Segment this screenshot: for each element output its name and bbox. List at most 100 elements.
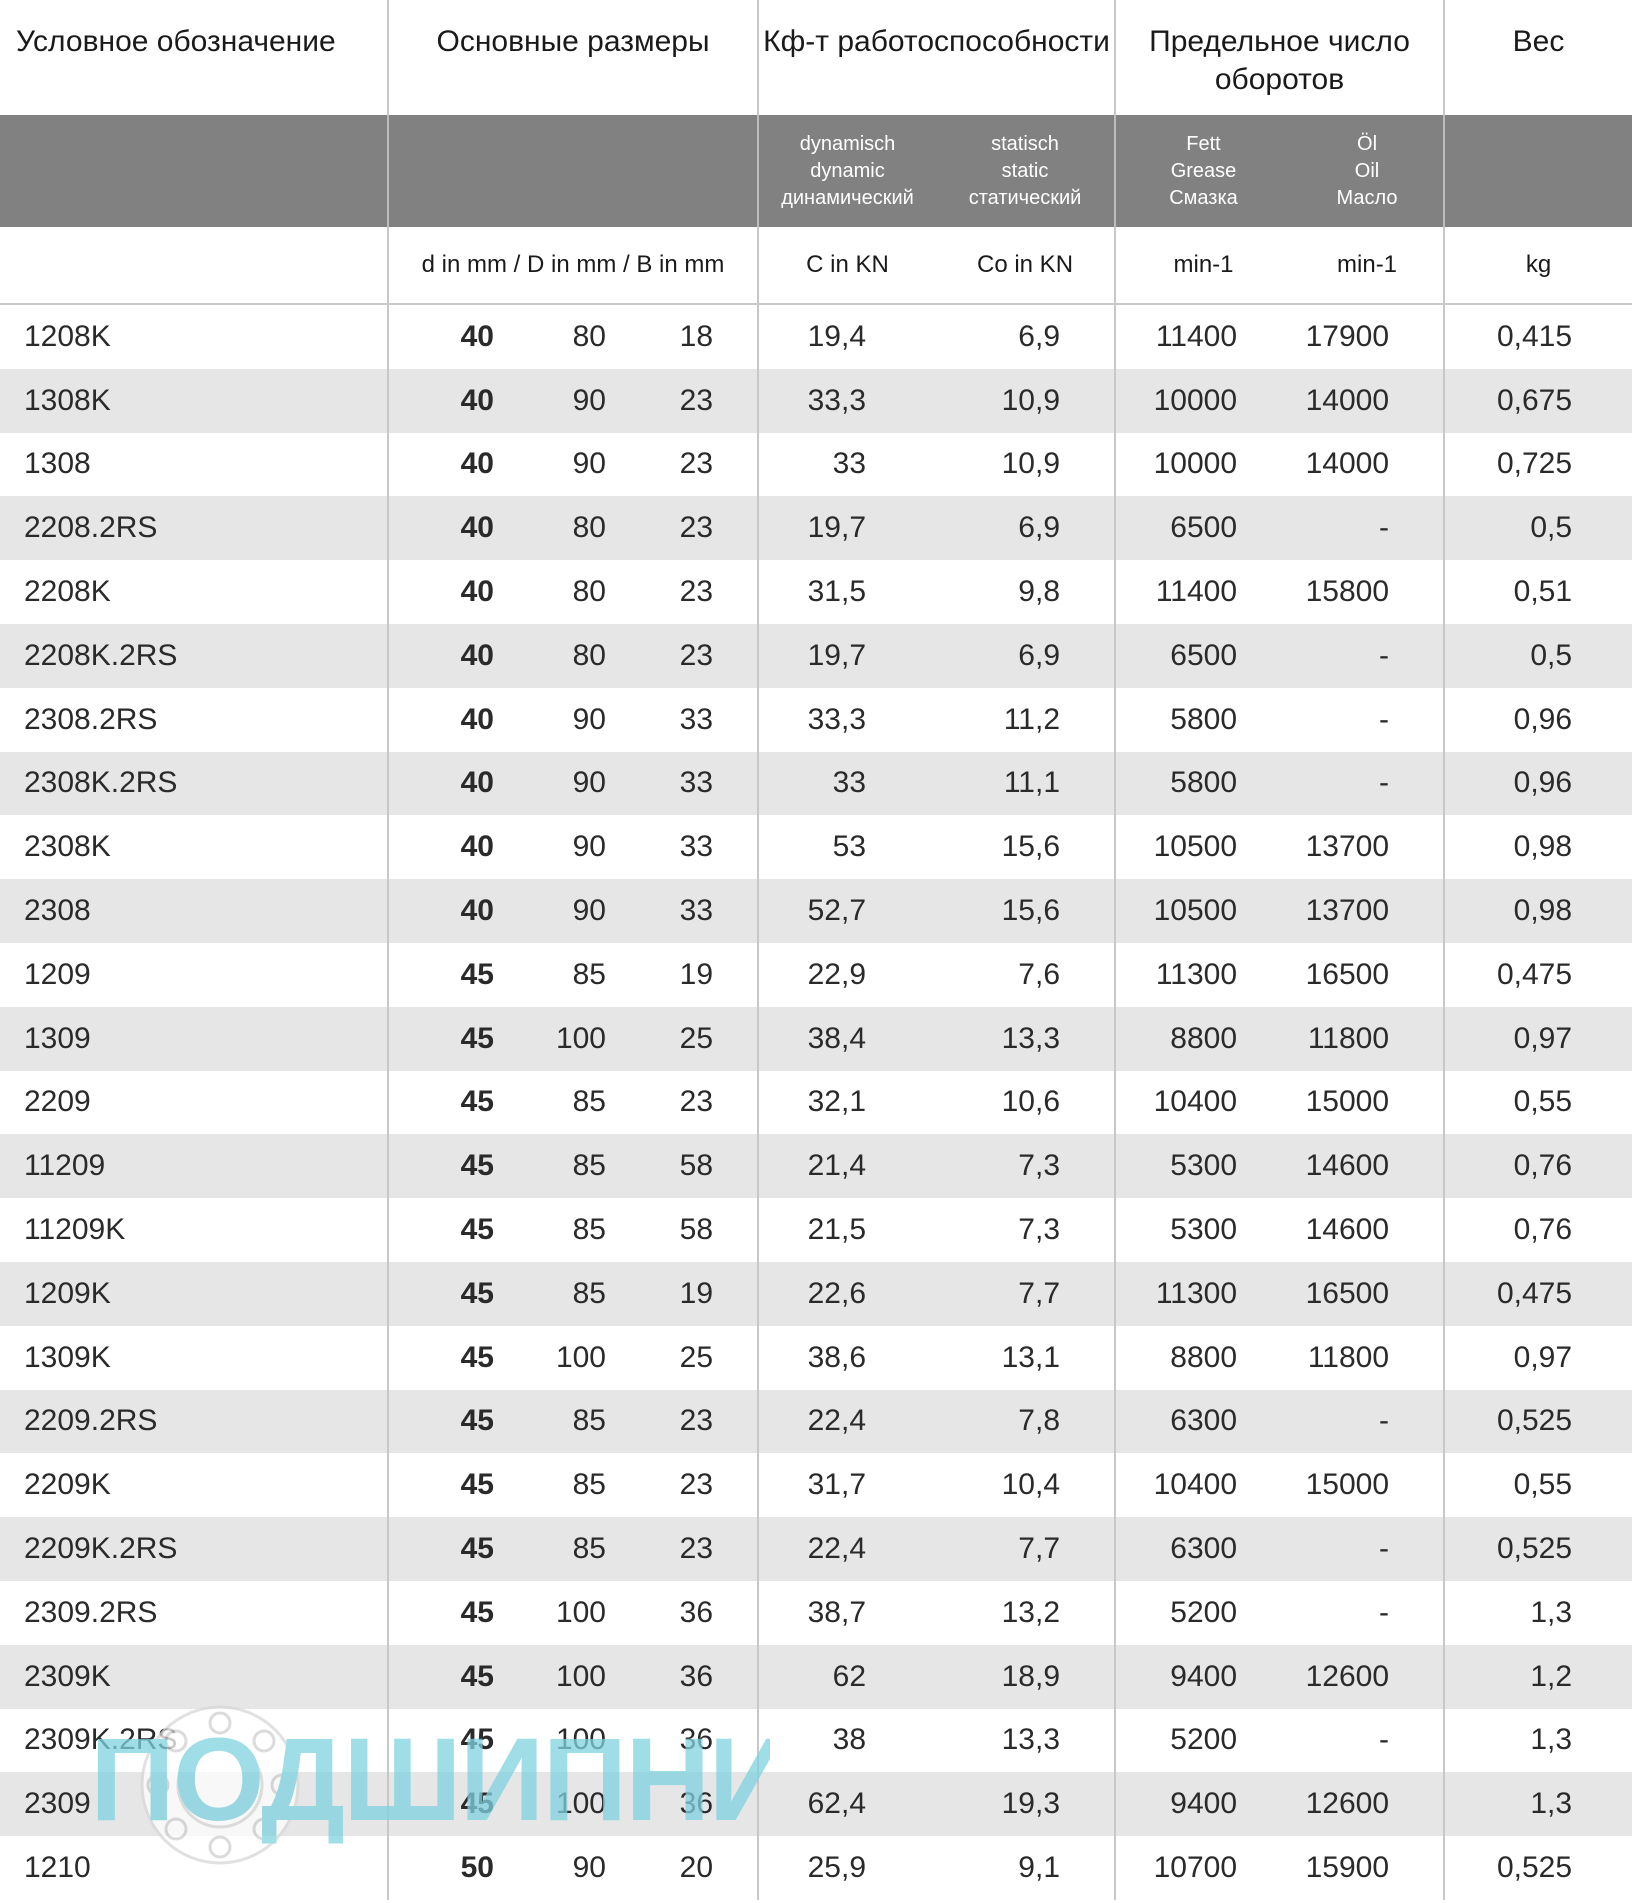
- cell-C: 38,7: [757, 1580, 937, 1645]
- cell-speed-grease: 10400: [1114, 1070, 1292, 1135]
- cell-C: 21,5: [757, 1198, 937, 1262]
- cell-D: 100: [555, 1595, 606, 1629]
- table-row: 2209.2RS 45 85 23 22,4 7,8 6300-0,525: [0, 1389, 1632, 1454]
- cell-d: 40: [387, 623, 514, 688]
- cell-C: 21,4: [757, 1134, 937, 1199]
- cell-D: 90: [572, 702, 606, 736]
- cell-speed-grease: 6300: [1114, 1389, 1292, 1454]
- table-row: 1210 50 90 20 25,9 9,1 10700 15900 0,525: [0, 1836, 1632, 1900]
- cell-B: 23: [679, 575, 714, 609]
- cell-Co: 19,3: [936, 1772, 1116, 1837]
- cell-d: 45: [387, 1708, 514, 1773]
- cell-designation: 1208K: [24, 319, 111, 353]
- cell-designation: 1209K: [0, 1261, 388, 1326]
- table-row: 2309K.2RS 45 100 36 38 13,3 5200 - 1,3: [0, 1708, 1632, 1773]
- cell-designation: 11209: [0, 1134, 388, 1199]
- cell-speed-oil: 14000: [1305, 447, 1390, 481]
- cell-d: 45: [387, 1389, 514, 1454]
- cell-speed-grease: 6500: [1114, 623, 1292, 688]
- cell-designation: 2209K.2RS: [0, 1517, 388, 1581]
- cell-C: 53: [757, 815, 937, 880]
- cell-speed-oil: -: [1379, 702, 1390, 736]
- table-row: 2308K.2RS 40 90 33 33 11,1 5800-0,96: [0, 751, 1632, 816]
- subheader-oil-en: Oil: [1354, 159, 1380, 182]
- cell-D: 85: [514, 1261, 626, 1326]
- cell-d: 40: [387, 687, 514, 752]
- cell-weight: 0,76: [1443, 1198, 1632, 1262]
- cell-C: 31,5: [757, 560, 937, 624]
- table-row: 2308 40 90 33 52,7 15,6 10500 13700 0,98: [0, 879, 1632, 943]
- cell-D: 100: [514, 1644, 626, 1709]
- cell-speed-grease: 5300: [1114, 1198, 1292, 1262]
- cell-Co: 15,6: [936, 879, 1116, 943]
- cell-d: 40: [387, 432, 514, 497]
- cell-designation: 2308.2RS: [24, 702, 158, 736]
- table-row: 1309 45 100 25 38,4 13,3 8800 11800 0,97: [0, 1006, 1632, 1071]
- subheader-oil-de: Öl: [1357, 132, 1378, 155]
- header-designation: Условное обозначение: [16, 25, 336, 58]
- cell-Co: 11,2: [1003, 702, 1061, 736]
- unit-fett: min-1: [1114, 227, 1292, 305]
- table-row: 11209K 45 85 58 21,5 7,3 5300 14600 0,76: [0, 1198, 1632, 1262]
- cell-D: 100: [514, 1772, 626, 1837]
- cell-designation: 2308: [0, 879, 388, 943]
- cell-speed-grease: 11400: [1114, 304, 1292, 369]
- cell-speed-oil: -: [1291, 1389, 1445, 1454]
- cell-speed-oil: -: [1291, 623, 1445, 688]
- subheader-static: statisch static статический: [936, 115, 1116, 227]
- cell-speed-oil: 12600: [1291, 1772, 1445, 1837]
- cell-speed-grease: 6500: [1114, 496, 1292, 561]
- cell-designation: 1309K: [24, 1340, 111, 1374]
- cell-D: 90: [572, 830, 606, 864]
- cell-B: 18: [679, 319, 714, 353]
- cell-D: 85: [514, 1389, 626, 1454]
- cell-C: 19,7: [757, 623, 937, 688]
- cell-designation: 2309K: [0, 1644, 388, 1709]
- cell-weight: 1,3: [1443, 1772, 1632, 1837]
- cell-speed-oil: -: [1291, 1517, 1445, 1581]
- cell-speed-oil: -: [1379, 1595, 1390, 1629]
- subheader-grease-de: Fett: [1186, 132, 1221, 155]
- cell-d: 45: [387, 1325, 514, 1390]
- cell-speed-grease: 5200: [1114, 1580, 1292, 1645]
- subheader-grease-en: Grease: [1170, 159, 1237, 182]
- unit-empty-designation: [0, 227, 388, 305]
- table-row: 2309K 45 100 36 62 18,9 9400 12600 1,2: [0, 1644, 1632, 1709]
- cell-B: 23: [679, 447, 714, 481]
- cell-C: 33: [757, 751, 937, 816]
- cell-d: 45: [387, 1644, 514, 1709]
- cell-speed-oil: 14000: [1291, 368, 1445, 433]
- cell-speed-oil: 16500: [1291, 1261, 1445, 1326]
- cell-C: 22,9: [757, 942, 937, 1007]
- cell-speed-grease: 10500: [1114, 815, 1292, 880]
- subheader-dynamic-en: dynamic: [810, 159, 885, 182]
- header-dimensions: Основные размеры: [386, 0, 759, 115]
- cell-d: 45: [387, 1517, 514, 1581]
- cell-D: 85: [514, 1134, 626, 1199]
- cell-D: 85: [572, 1468, 606, 1502]
- cell-C: 22,6: [757, 1261, 937, 1326]
- cell-designation: 2309K.2RS: [24, 1723, 178, 1757]
- cell-B: 58: [626, 1134, 759, 1199]
- subheader-dynamic-ru: динамический: [781, 186, 914, 209]
- cell-D: 85: [572, 1085, 606, 1119]
- cell-designation: 2208K.2RS: [0, 623, 388, 688]
- table-row: 1308 40 90 23 33 10,9 10000 14000 0,725: [0, 432, 1632, 497]
- cell-speed-grease: 10000: [1114, 432, 1292, 497]
- table-row: 2309.2RS 45 100 36 38,7 13,2 5200 - 1,3: [0, 1580, 1632, 1645]
- cell-B: 25: [679, 1340, 714, 1374]
- cell-C: 38,6: [757, 1325, 937, 1390]
- table-row: 2209 45 85 23 32,1 10,6 10400 15000 0,55: [0, 1070, 1632, 1135]
- table-row: 2308K 40 90 33 53 15,6 10500 13700 0,98: [0, 815, 1632, 880]
- cell-Co: 7,6: [1018, 957, 1061, 991]
- cell-weight: 0,525: [1443, 1389, 1632, 1454]
- cell-speed-oil: 13700: [1305, 830, 1390, 864]
- cell-designation: 1308: [24, 447, 91, 481]
- cell-speed-oil: 15800: [1305, 575, 1390, 609]
- cell-weight: 0,98: [1443, 815, 1632, 880]
- cell-D: 80: [572, 319, 606, 353]
- cell-weight: 1,3: [1443, 1580, 1632, 1645]
- cell-B: 19: [679, 957, 714, 991]
- cell-speed-oil: 12600: [1291, 1644, 1445, 1709]
